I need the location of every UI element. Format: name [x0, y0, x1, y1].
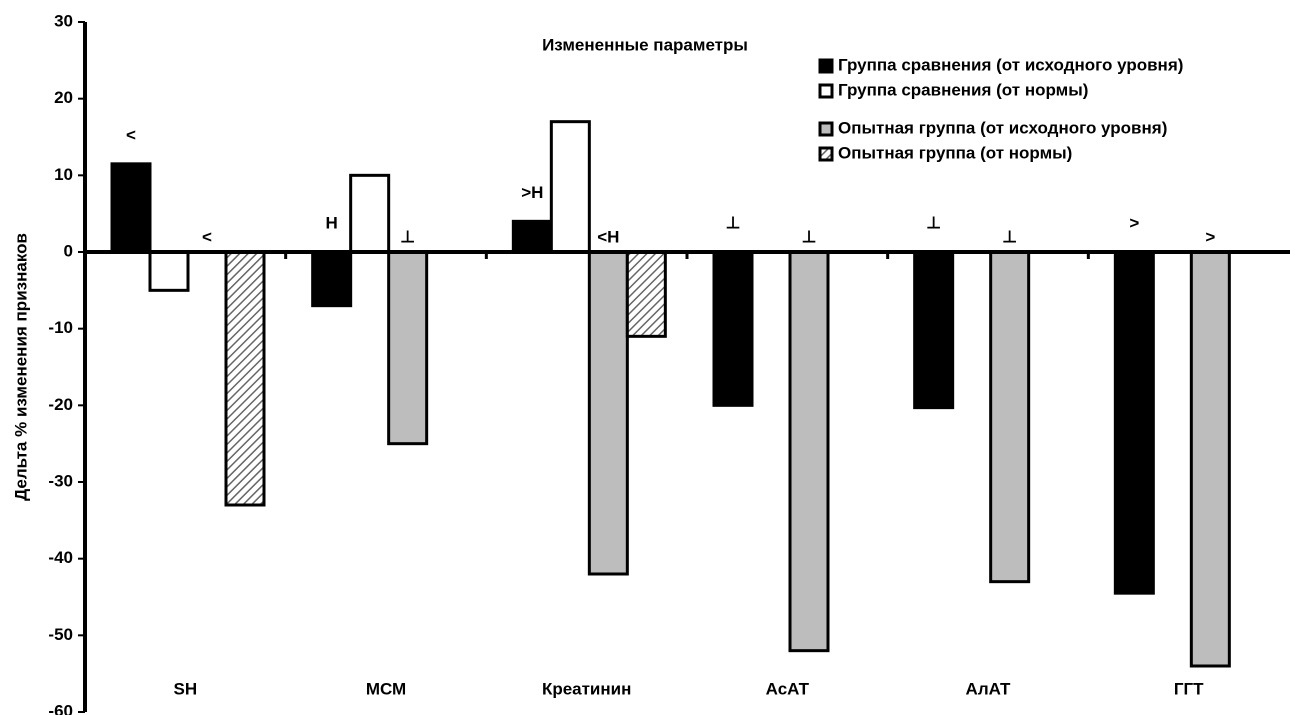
- bar: [549, 120, 591, 254]
- legend-swatch: [818, 146, 834, 162]
- x-tick-label: АсАТ: [766, 679, 810, 698]
- bar: [311, 250, 353, 308]
- bar-marker: <Н: [597, 227, 619, 246]
- x-tick-label: АлАТ: [966, 679, 1012, 698]
- bar: [913, 250, 955, 410]
- bar: [349, 173, 391, 254]
- bar-marker: ⊥: [400, 227, 416, 246]
- y-axis-label: Дельта % изменения признаков: [11, 233, 30, 501]
- bar: [989, 250, 1031, 584]
- legend-swatch: [818, 121, 834, 137]
- bar: [1189, 250, 1231, 668]
- bar: [587, 250, 629, 576]
- y-tick-label: -40: [48, 548, 73, 567]
- legend-label: Группа сравнения (от нормы): [838, 80, 1088, 99]
- x-tick-label: МСМ: [366, 679, 406, 698]
- legend-label: Опытная группа (от исходного уровня): [838, 118, 1167, 137]
- bar-marker: ⊥: [926, 213, 942, 232]
- y-tick-label: 30: [54, 11, 73, 30]
- y-tick-label: 10: [54, 165, 73, 184]
- bar-marker: <: [202, 227, 212, 246]
- y-tick-label: 0: [64, 241, 73, 260]
- bar: [625, 250, 667, 338]
- legend-label: Группа сравнения (от исходного уровня): [838, 55, 1183, 74]
- bar-marker: >: [1205, 227, 1215, 246]
- y-tick-label: -50: [48, 625, 73, 644]
- bar-marker: Н: [326, 213, 338, 232]
- y-tick-label: -60: [48, 701, 73, 715]
- bar: [224, 250, 266, 507]
- bar-marker: ⊥: [725, 213, 741, 232]
- bar-marker: >: [1129, 213, 1139, 232]
- bar-marker: ⊥: [1002, 227, 1018, 246]
- chart-title: Измененные параметры: [542, 35, 748, 54]
- bar-marker: ⊥: [801, 227, 817, 246]
- legend-label: Опытная группа (от нормы): [838, 143, 1072, 162]
- y-tick-label: -20: [48, 395, 73, 414]
- bar: [1113, 250, 1155, 595]
- bar: [511, 219, 553, 254]
- x-tick-label: Креатинин: [542, 679, 631, 698]
- bar: [788, 250, 830, 653]
- bar: [387, 250, 429, 446]
- bar: [148, 250, 190, 292]
- bar: [712, 250, 754, 407]
- legend-swatch: [818, 83, 834, 99]
- bar-marker: >Н: [521, 183, 543, 202]
- bar: [110, 162, 152, 254]
- legend-swatch: [818, 58, 834, 74]
- x-tick-label: SH: [174, 679, 198, 698]
- x-tick-label: ГГТ: [1174, 679, 1204, 698]
- y-tick-label: -30: [48, 471, 73, 490]
- y-tick-label: -10: [48, 318, 73, 337]
- bar-marker: <: [126, 125, 136, 144]
- y-tick-label: 20: [54, 88, 73, 107]
